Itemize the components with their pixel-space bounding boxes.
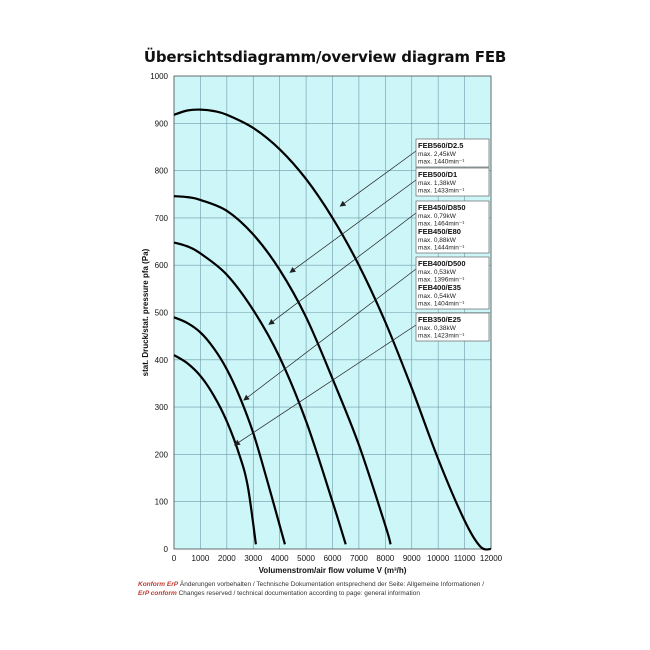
annotation-line-6-0: max. 0,38kW [418,325,457,332]
y-tick-10: 1000 [150,72,168,81]
y-tick-0: 0 [164,545,169,554]
y-axis-label: stat. Druck/stat. pressure pfa (Pa) [141,248,150,376]
curve-0 [173,108,492,551]
x-tick-1: 1000 [192,554,210,563]
y-tick-9: 900 [155,119,169,128]
annotation-arrow-6-0 [233,324,417,446]
annotation-line-3-0: max. 0,88kW [418,237,457,244]
annotation-line-0-1: max. 1440min⁻¹ [418,159,465,166]
annotation-box-3 [415,256,490,310]
curve-3 [173,316,286,545]
annotation-title-2: FEB450/D850 [418,203,466,212]
x-tick-6: 6000 [324,554,342,563]
annotation-arrow-1-0 [289,179,417,273]
annotation-box-4 [415,312,490,342]
annotation-title-1: FEB500/D1 [418,170,457,179]
x-tick-7: 7000 [350,554,368,563]
x-tick-11: 11000 [454,554,476,563]
curve-4 [173,354,257,545]
annotation-line-6-1: max. 1423min⁻¹ [418,333,465,340]
annotation-box-0 [415,138,490,168]
annotation-line-2-1: max. 1464min⁻¹ [418,221,465,228]
y-tick-7: 700 [155,214,169,223]
annotation-arrow-0-0 [339,150,417,207]
y-tick-3: 300 [155,403,169,412]
annotation-title-4: FEB400/D500 [418,259,466,268]
footer-note: Konform ErP Änderungen vorbehalten / Tec… [138,580,484,598]
footer-text-de: Änderungen vorbehalten / Technische Doku… [178,581,485,588]
x-tick-10: 10000 [427,554,450,563]
x-tick-12: 12000 [480,554,503,563]
annotation-line-3-1: max. 1444min⁻¹ [418,245,465,252]
annotation-line-0-0: max. 2,45kW [418,151,457,158]
x-axis-label: Volumenstrom/air flow volume V (m³/h) [259,566,407,575]
annotation-arrows [233,150,417,446]
curve-2 [173,241,347,545]
x-tick-labels: 0 1000 2000 3000 4000 5000 6000 7000 8000 9000 100… [172,554,503,563]
footer-line-1: Konform ErP Änderungen vorbehalten / Tec… [138,580,484,589]
annotation-box-2 [415,200,490,254]
footer-erp-label-de: Konform ErP [138,581,179,588]
x-tick-5: 5000 [297,554,315,563]
y-tick-2: 200 [155,450,169,459]
annotation-line-5-0: max. 0,54kW [418,293,457,300]
x-tick-9: 9000 [403,554,421,563]
y-tick-5: 500 [155,309,169,318]
annotation-title-3: FEB450/E80 [418,227,461,236]
annotation-title-5: FEB400/E35 [418,283,461,292]
x-tick-2: 2000 [218,554,236,563]
annotation-arrow-4-0 [243,268,417,401]
footer-line-2: ErP conform Changes reserved / technical… [138,589,484,598]
footer-erp-label-en: ErP conform [138,590,177,597]
annotation-line-4-0: max. 0,53kW [418,269,457,276]
annotation-line-1-1: max. 1433min⁻¹ [418,188,465,195]
curves [173,108,492,551]
annotation-line-2-0: max. 0,79kW [418,213,457,220]
annotation-box-1 [415,167,490,197]
annotation-line-5-1: max. 1404min⁻¹ [418,301,465,308]
curve-1 [173,195,392,545]
x-tick-8: 8000 [376,554,394,563]
y-tick-4: 400 [155,356,169,365]
annotation-title-6: FEB350/E25 [418,315,461,324]
y-tick-8: 800 [155,167,169,176]
chart-title: Übersichtsdiagramm/overview diagram FEB [143,48,507,66]
x-tick-3: 3000 [244,554,262,563]
x-tick-0: 0 [172,554,177,563]
y-tick-1: 100 [155,498,169,507]
footer-text-en: Changes reserved / technical documentati… [176,590,420,597]
x-tick-4: 4000 [271,554,289,563]
y-tick-6: 600 [155,261,169,270]
annotation-line-4-1: max. 1396min⁻¹ [418,277,465,284]
y-tick-labels: 0 100 200 300 400 500 600 700 800 900 1000 [150,72,168,554]
annotation-line-1-0: max. 1,38kW [418,180,457,187]
plot-frame [173,75,492,550]
annotation-title-0: FEB560/D2.5 [418,141,463,150]
annotation-arrow-2-0 [268,212,417,325]
